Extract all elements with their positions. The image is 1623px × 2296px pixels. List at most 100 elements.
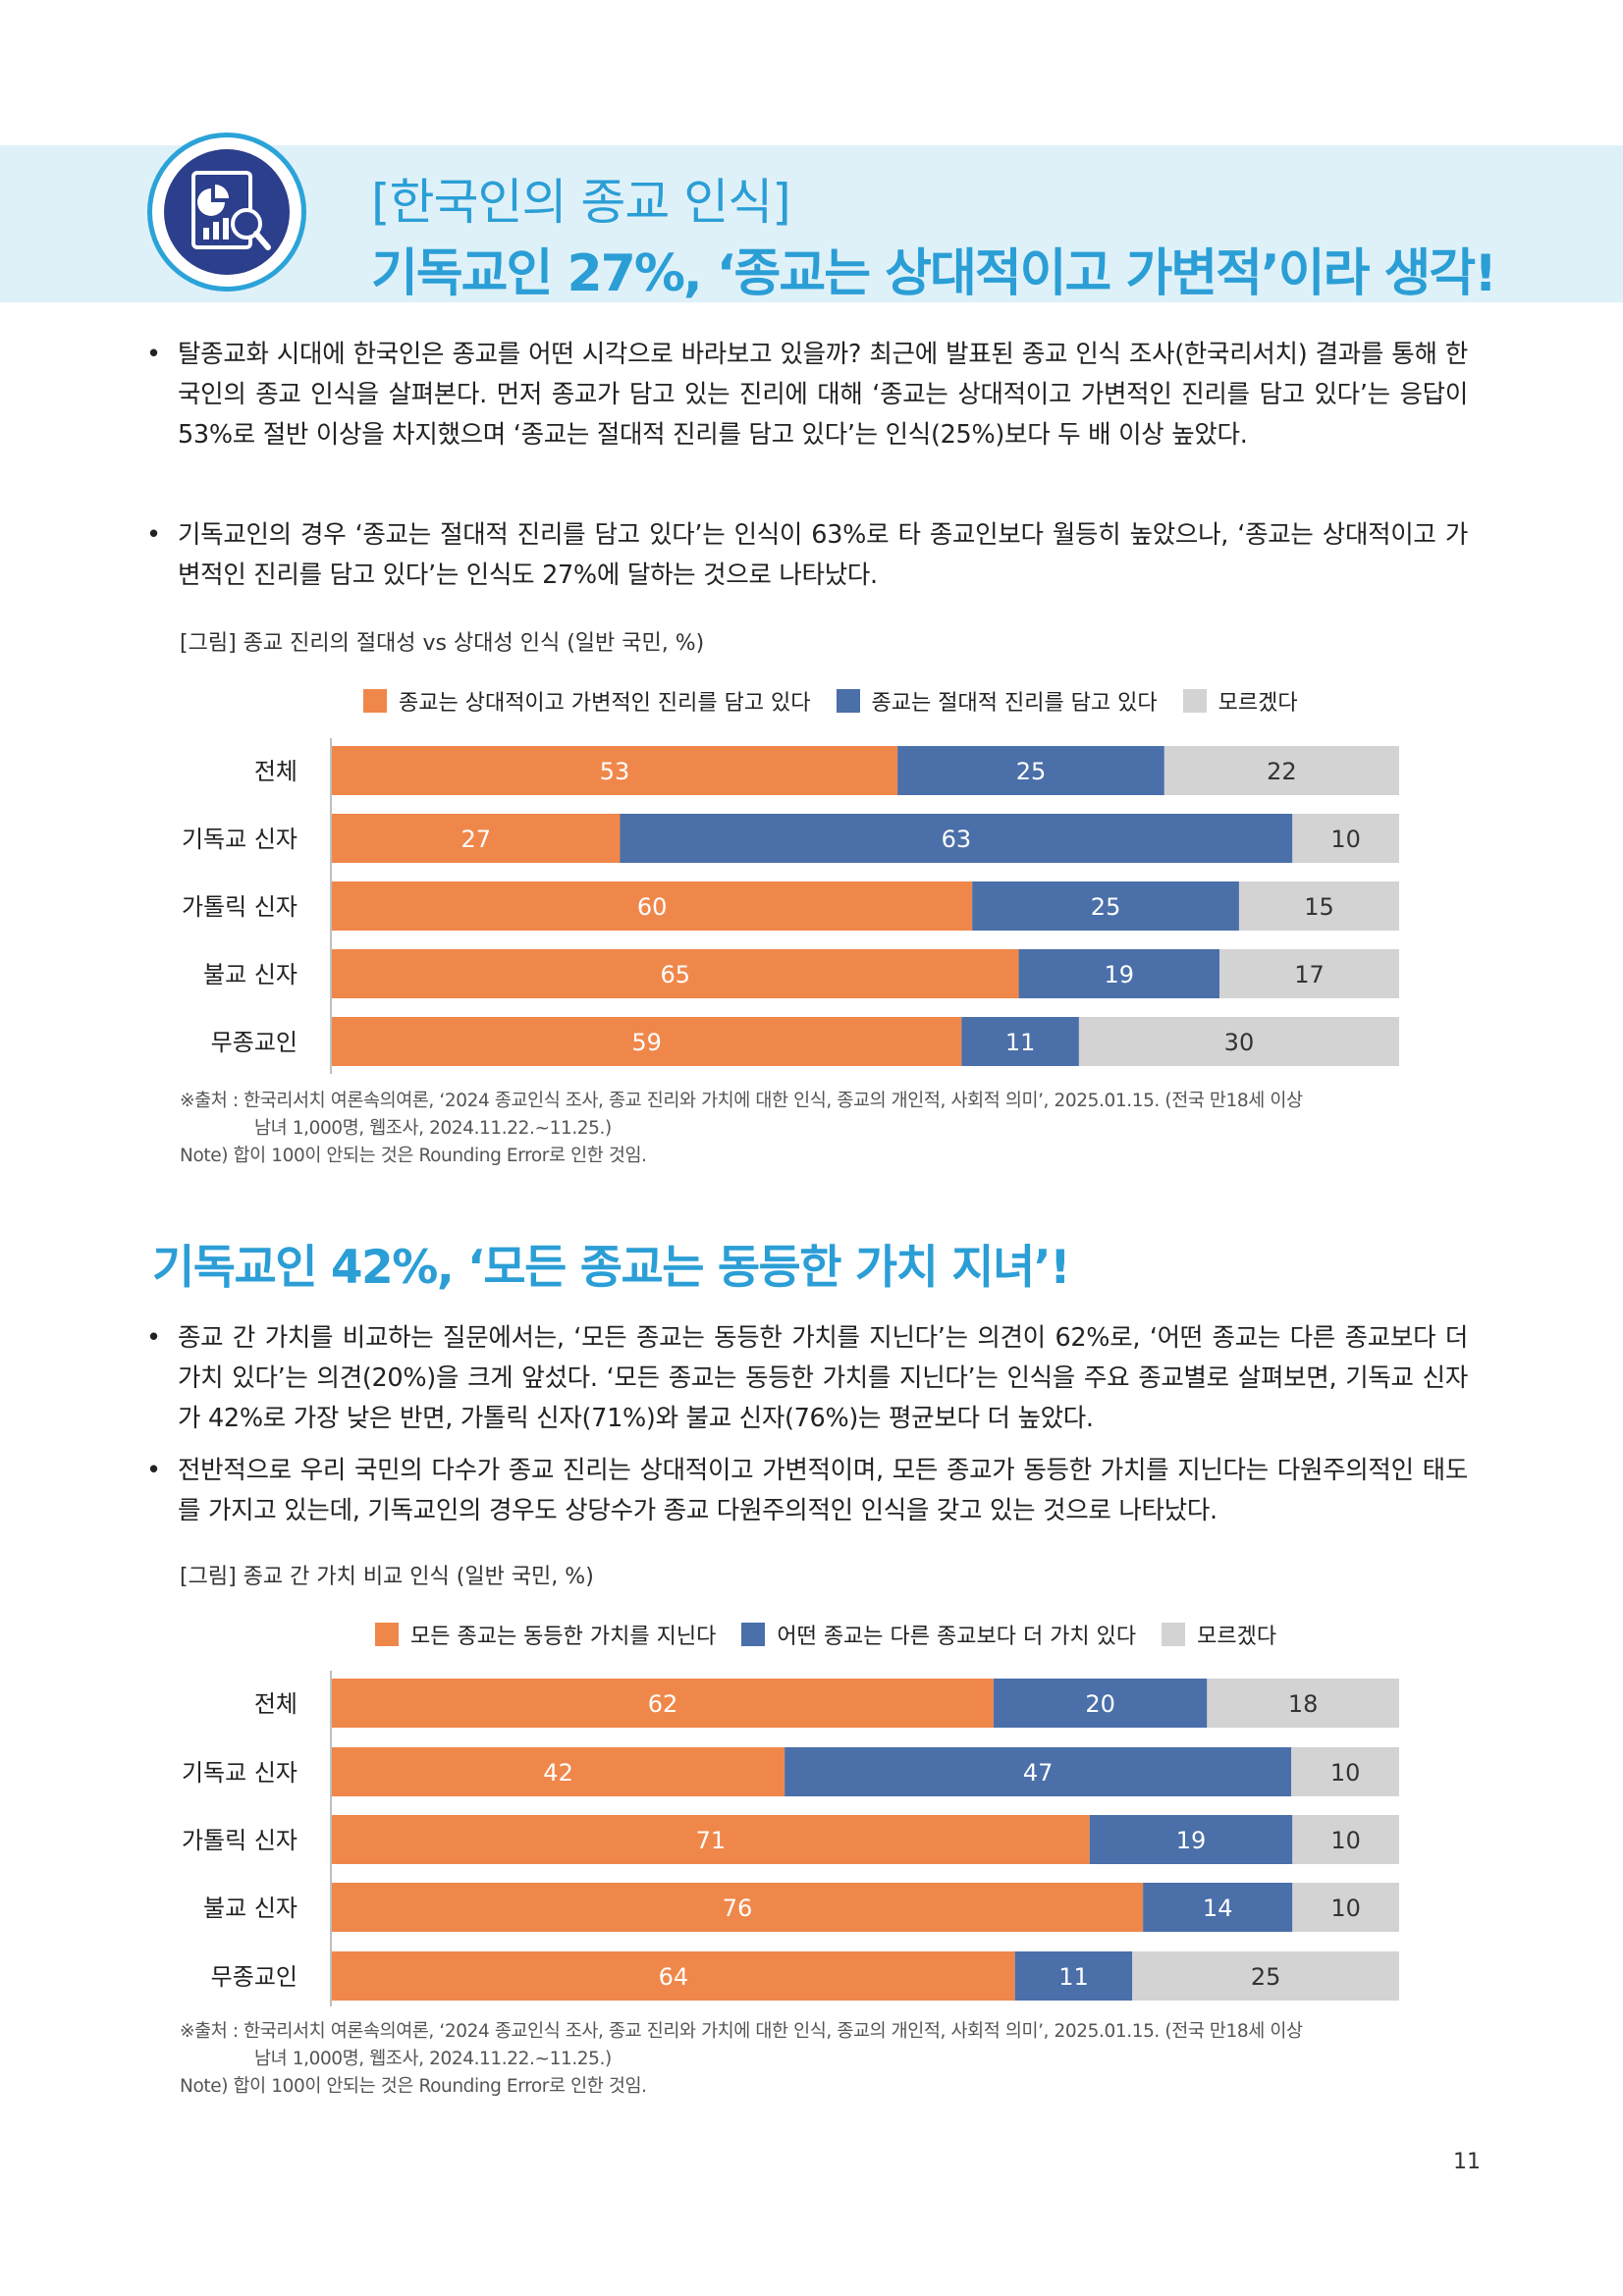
legend-item: 어떤 종교는 다른 종교보다 더 가치 있다	[741, 1619, 1136, 1650]
bar-segment	[332, 1679, 994, 1728]
bar-segment	[784, 1747, 1292, 1796]
bar-segment	[332, 1815, 1090, 1864]
bar-value-label: 64	[659, 1963, 689, 1991]
page-number: 11	[1453, 2150, 1481, 2174]
bar-segment	[332, 949, 1019, 998]
source-line: 남녀 1,000명, 웹조사, 2024.11.22.~11.25.)	[254, 1118, 612, 1139]
bar-segment	[1014, 1951, 1133, 2001]
bar-value-label: 42	[543, 1759, 573, 1787]
rounding-note: Note) 합이 100이 안되는 것은 Rounding Error로 인한 …	[180, 2076, 647, 2097]
bar-value-label: 30	[1224, 1029, 1255, 1056]
legend-swatch	[741, 1623, 766, 1646]
legend-label: 모르겠다	[1217, 691, 1298, 716]
bar-value-label: 14	[1203, 1895, 1233, 1922]
legend-label: 종교는 상대적이고 가변적인 진리를 담고 있다	[399, 691, 811, 716]
bar-segment	[1291, 1747, 1399, 1796]
bar-segment	[1219, 949, 1399, 998]
bar-segment	[332, 814, 621, 863]
chart-legend: 종교는 상대적이고 가변적인 진리를 담고 있다 종교는 절대적 진리를 담고 …	[363, 685, 1324, 717]
bullet-dot-icon: •	[146, 340, 161, 369]
bullet-paragraph: • 기독교인의 경우 ‘종교는 절대적 진리를 담고 있다’는 인식이 63%로…	[146, 515, 1468, 596]
bar-value-label: 71	[696, 1827, 727, 1854]
bullet-dot-icon: •	[146, 1323, 161, 1353]
bar-value-label: 17	[1294, 961, 1325, 988]
source-line: ※출처 : 한국리서치 여론속의여론, ‘2024 종교인식 조사, 종교 진리…	[180, 1091, 1303, 1111]
bullet-dot-icon: •	[146, 520, 161, 550]
bar-segment	[332, 1883, 1144, 1932]
bar-value-label: 11	[1058, 1963, 1089, 1991]
bar-segment	[1292, 814, 1399, 863]
bar-segment	[1292, 1883, 1399, 1932]
legend-item: 종교는 상대적이고 가변적인 진리를 담고 있다	[363, 685, 811, 717]
bar-segment	[993, 1679, 1208, 1728]
bar-value-label: 19	[1105, 961, 1135, 988]
header-subtitle: [한국인의 종교 인식]	[371, 174, 791, 231]
bar-segment	[1163, 746, 1399, 795]
source-line: ※출처 : 한국리서치 여론속의여론, ‘2024 종교인식 조사, 종교 진리…	[180, 2021, 1303, 2042]
bar-segment	[332, 1951, 1015, 2001]
bar-value-label: 22	[1267, 758, 1297, 785]
category-label: 전체	[254, 758, 298, 785]
bar-value-label: 60	[637, 893, 668, 921]
legend-label: 어떤 종교는 다른 종교보다 더 가치 있다	[777, 1625, 1137, 1649]
paragraph-text: 종교 간 가치를 비교하는 질문에서는, ‘모든 종교는 동등한 가치를 지닌다…	[178, 1323, 1468, 1433]
bar-segment	[1089, 1815, 1293, 1864]
legend-swatch	[1162, 1623, 1186, 1646]
bar-value-label: 10	[1330, 1895, 1361, 1922]
report-magnifier-icon	[147, 133, 306, 292]
paragraph-text: 탈종교화 시대에 한국인은 종교를 어떤 시각으로 바라보고 있을까? 최근에 …	[178, 340, 1468, 450]
legend-swatch	[375, 1623, 399, 1646]
bar-segment	[332, 746, 898, 795]
legend-label: 종교는 절대적 진리를 담고 있다	[871, 691, 1158, 716]
paragraph-text: 전반적으로 우리 국민의 다수가 종교 진리는 상대적이고 가변적이며, 모든 …	[178, 1456, 1468, 1525]
bar-value-label: 25	[1016, 758, 1047, 785]
bar-value-label: 25	[1251, 1963, 1281, 1991]
legend-label: 모르겠다	[1197, 1625, 1277, 1649]
bar-segment	[1018, 949, 1220, 998]
bar-value-label: 53	[600, 758, 630, 785]
bar-segment	[972, 881, 1239, 931]
source-line: 남녀 1,000명, 웹조사, 2024.11.22.~11.25.)	[254, 2049, 612, 2069]
bar-segment	[1078, 1017, 1399, 1066]
chart-2-plot: 전체 62 20 18 기독교 신자 42 47 10 가톨릭 신자 71 19 10 불교 신자 76 1…	[182, 1671, 1399, 2006]
bar-segment	[332, 1747, 785, 1796]
chart-1-plot: 전체 53 25 22 기독교 신자 27 63 10 가톨릭 신자 60 25 15 불교 신자 65 1…	[182, 738, 1399, 1074]
legend-item: 모든 종교는 동등한 가치를 지닌다	[375, 1619, 716, 1650]
bar-segment	[897, 746, 1164, 795]
bar-value-label: 11	[1005, 1029, 1036, 1056]
bar-value-label: 15	[1304, 893, 1334, 921]
legend-swatch	[363, 689, 387, 713]
legend-item: 종교는 절대적 진리를 담고 있다	[836, 685, 1158, 717]
source-note: ※출처 : 한국리서치 여론속의여론, ‘2024 종교인식 조사, 종교 진리…	[180, 2018, 1303, 2101]
bar-segment	[1292, 1815, 1399, 1864]
bar-segment	[1238, 881, 1399, 931]
legend-item: 모르겠다	[1162, 1619, 1276, 1650]
category-label: 무종교인	[211, 1029, 298, 1056]
bar-segment	[332, 1017, 962, 1066]
bar-value-label: 59	[631, 1029, 662, 1056]
category-label: 불교 신자	[203, 1895, 298, 1922]
section-title: 기독교인 42%, ‘모든 종교는 동등한 가치 지녀’!	[152, 1241, 1071, 1295]
header-title: 기독교인 27%, ‘종교는 상대적이고 가변적’이라 생각!	[371, 244, 1497, 303]
category-label: 무종교인	[211, 1963, 298, 1991]
bar-segment	[1143, 1883, 1293, 1932]
bar-value-label: 10	[1330, 1827, 1361, 1854]
legend-label: 모든 종교는 동등한 가치를 지닌다	[410, 1625, 717, 1649]
bar-segment	[620, 814, 1293, 863]
bar-value-label: 47	[1023, 1759, 1054, 1787]
category-label: 기독교 신자	[182, 826, 298, 853]
bar-segment	[1207, 1679, 1399, 1728]
bar-segment	[961, 1017, 1079, 1066]
chart-legend: 모든 종교는 동등한 가치를 지닌다 어떤 종교는 다른 종교보다 더 가치 있…	[375, 1619, 1302, 1650]
bar-value-label: 20	[1085, 1690, 1115, 1718]
bar-value-label: 10	[1330, 1759, 1361, 1787]
category-label: 기독교 신자	[182, 1759, 298, 1787]
category-label: 전체	[254, 1690, 298, 1718]
category-label: 가톨릭 신자	[182, 893, 298, 921]
bar-value-label: 27	[460, 826, 491, 853]
legend-swatch	[836, 689, 860, 713]
bar-value-label: 19	[1176, 1827, 1207, 1854]
rounding-note: Note) 합이 100이 안되는 것은 Rounding Error로 인한 …	[180, 1146, 647, 1166]
bar-value-label: 63	[942, 826, 972, 853]
bar-value-label: 76	[723, 1895, 753, 1922]
